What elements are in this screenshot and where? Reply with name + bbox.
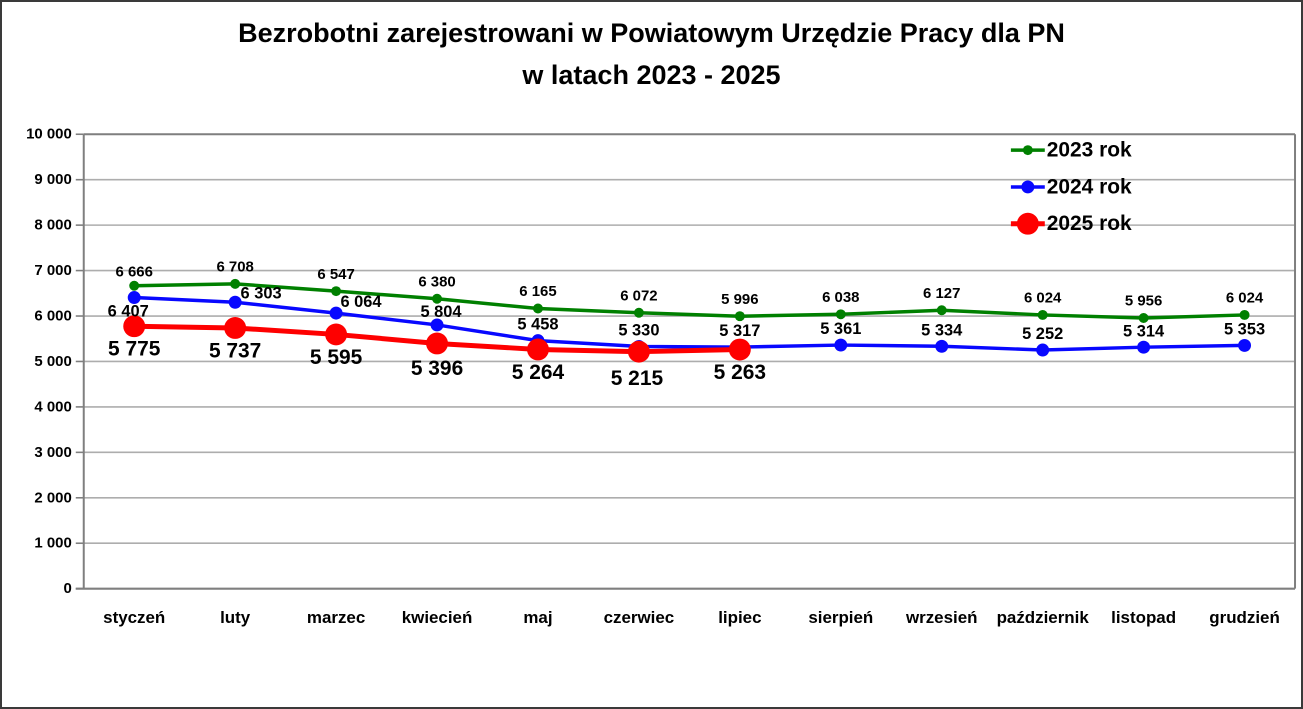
chart-title-line2: w latach 2023 - 2025 [522, 60, 781, 90]
data-point-2025-rok [527, 338, 549, 361]
data-point-2023-rok [331, 286, 342, 297]
data-point-2023-rok [1239, 309, 1250, 320]
data-point-2023-rok [734, 311, 745, 322]
data-label: 6 024 [1024, 290, 1062, 307]
data-label: 5 396 [411, 357, 463, 380]
data-point-2025-rok [123, 315, 146, 338]
data-point-2025-rok [426, 332, 449, 355]
data-point-2024-rok [935, 339, 949, 353]
data-label: 5 314 [1123, 322, 1165, 340]
data-label: 6 380 [418, 273, 455, 290]
x-tick-label: listopad [1111, 608, 1176, 627]
x-tick-label: styczeń [103, 608, 165, 627]
y-tick-label: 7 000 [34, 262, 71, 279]
data-label: 6 407 [108, 302, 149, 320]
y-tick-label: 10 000 [26, 126, 72, 143]
x-tick-label: lipiec [718, 608, 761, 627]
x-tick-label: luty [220, 608, 251, 627]
data-label: 5 330 [618, 322, 659, 340]
chart-title: Bezrobotni zarejestrowani w Powiatowym U… [2, 12, 1301, 96]
data-label: 5 737 [209, 339, 261, 362]
data-label: 6 127 [923, 285, 960, 302]
data-label: 6 064 [340, 293, 382, 311]
series-line-2023-rok [134, 282, 1245, 320]
data-point-2025-rok [325, 323, 348, 346]
data-label: 5 996 [721, 291, 758, 308]
y-tick-label: 4 000 [34, 398, 71, 415]
data-point-2023-rok [432, 293, 443, 304]
x-tick-label: wrzesień [905, 608, 978, 627]
data-point-2025-rok [627, 340, 650, 363]
data-label: 6 072 [620, 287, 657, 304]
data-point-2023-rok [835, 309, 846, 320]
data-point-2024-rok [1137, 340, 1151, 354]
data-point-2023-rok [1037, 309, 1048, 320]
data-label: 5 956 [1125, 293, 1162, 310]
y-tick-label: 2 000 [34, 489, 71, 506]
data-label: 5 775 [108, 338, 161, 361]
y-tick-label: 1 000 [34, 535, 71, 552]
x-tick-label: czerwiec [604, 608, 675, 627]
data-point-2025-rok [224, 317, 247, 339]
data-point-2024-rok [228, 295, 242, 309]
data-label: 6 303 [241, 284, 282, 302]
data-label: 5 252 [1022, 325, 1063, 343]
chart-title-line1: Bezrobotni zarejestrowani w Powiatowym U… [238, 18, 1065, 48]
y-tick-label: 8 000 [34, 217, 71, 234]
data-point-2024-rok [127, 291, 141, 304]
data-label: 5 458 [517, 316, 558, 334]
data-point-2023-rok [129, 280, 140, 291]
legend-label: 2024 rok [1047, 175, 1132, 198]
data-label: 5 334 [921, 321, 963, 339]
data-point-2023-rok [1138, 313, 1149, 323]
data-point-2024-rok [1238, 338, 1252, 352]
data-label: 5 804 [420, 303, 462, 321]
data-label: 5 264 [512, 361, 565, 384]
data-point-2023-rok [532, 303, 543, 314]
data-label: 5 215 [611, 367, 664, 390]
x-tick-label: październik [997, 608, 1090, 627]
data-label: 5 595 [310, 346, 363, 369]
legend-marker [1021, 180, 1035, 194]
data-label: 5 361 [820, 320, 861, 338]
x-tick-label: grudzień [1209, 608, 1280, 627]
x-tick-label: maj [523, 608, 552, 627]
data-label: 5 317 [719, 322, 760, 340]
legend-marker [1022, 145, 1033, 156]
legend-label: 2023 rok [1047, 139, 1132, 162]
y-tick-label: 9 000 [34, 171, 71, 188]
x-tick-label: marzec [307, 608, 365, 627]
y-tick-label: 0 [63, 580, 71, 597]
series-line-2024-rok [134, 295, 1245, 352]
data-point-2024-rok [430, 318, 444, 332]
data-label: 6 708 [216, 258, 253, 275]
data-point-2025-rok [728, 338, 751, 361]
x-tick-label: sierpień [808, 608, 873, 627]
legend-label: 2025 rok [1047, 212, 1132, 235]
data-label: 6 165 [519, 283, 556, 300]
y-tick-label: 6 000 [34, 308, 71, 325]
data-point-2023-rok [230, 278, 241, 289]
data-point-2024-rok [329, 306, 343, 320]
x-tick-label: kwiecień [402, 608, 473, 627]
y-tick-label: 5 000 [34, 353, 71, 370]
data-label: 5 353 [1224, 321, 1265, 339]
data-label: 6 666 [116, 263, 153, 280]
data-point-2023-rok [936, 305, 947, 316]
y-tick-label: 3 000 [34, 444, 71, 461]
data-label: 5 263 [714, 361, 766, 384]
data-point-2024-rok [834, 338, 848, 352]
data-label: 6 547 [317, 266, 354, 283]
legend-marker [1016, 212, 1039, 235]
data-point-2024-rok [1036, 343, 1050, 357]
data-label: 6 038 [822, 289, 859, 306]
data-point-2023-rok [633, 307, 644, 318]
data-label: 6 024 [1226, 290, 1264, 307]
